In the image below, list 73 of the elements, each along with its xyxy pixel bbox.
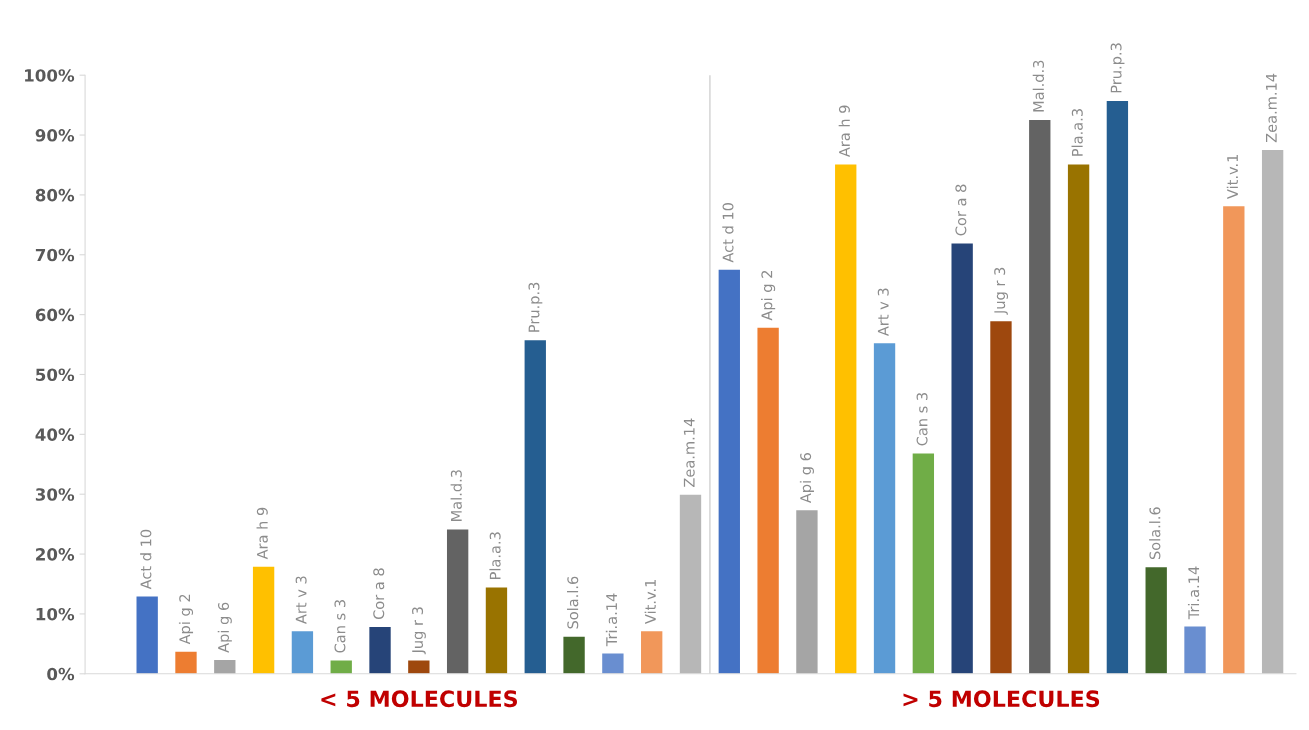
- x-tick-label: Sola.l.6: [567, 576, 579, 629]
- text: < 5 MOLECULES: [321, 690, 518, 708]
- x-tick-label: Jug r 3: [412, 607, 426, 655]
- bar: [1067, 164, 1090, 674]
- bar: [485, 587, 508, 674]
- x-tick-label: Zea.m.14: [683, 418, 695, 487]
- x-tick-label: Sola.l.6: [1149, 507, 1161, 560]
- x-tick-label: Mal.d.3: [1032, 60, 1045, 112]
- x-tick-label: Ara h 9: [256, 507, 268, 560]
- bar: [835, 164, 857, 674]
- y-tick-label: 80%: [35, 188, 75, 202]
- bar: [214, 660, 236, 674]
- bar: [951, 243, 973, 674]
- bar: [602, 653, 624, 674]
- bar: [175, 651, 197, 674]
- bar: [912, 453, 935, 674]
- x-tick-label: Api g 2: [761, 270, 776, 321]
- y-tick-label: 90%: [35, 129, 75, 142]
- bar: [1106, 100, 1129, 674]
- x-tick-label: Tri.a.14: [605, 593, 618, 647]
- y-tick-label: 100%: [25, 69, 75, 82]
- x-tick-label: Jug r 3: [994, 267, 1009, 315]
- bar: [446, 529, 469, 674]
- x-tick-label: Ara h 9: [838, 105, 850, 158]
- x-tick-label: Act d 10: [722, 202, 734, 263]
- x-tick-label: Pla.a.3: [1071, 109, 1083, 156]
- bar: [796, 510, 818, 674]
- bar: [330, 660, 352, 674]
- bar: [1029, 120, 1051, 674]
- x-tick-label: Art v 3: [877, 288, 889, 337]
- bar: [873, 343, 896, 674]
- bar: [1145, 567, 1167, 674]
- bar: [252, 566, 275, 674]
- bar: [718, 269, 740, 674]
- bar: [524, 340, 546, 674]
- x-tick-label: Pru.p.3: [528, 282, 543, 332]
- y-tick-label: 50%: [36, 368, 75, 382]
- bar: [408, 660, 430, 674]
- x-tick-label: Vit.v.1: [644, 579, 656, 624]
- x-tick-label: Act d 10: [140, 529, 152, 590]
- bar: [641, 631, 663, 674]
- y-tick-label: 0%: [47, 667, 75, 681]
- x-tick-label: Can s 3: [334, 600, 346, 653]
- x-tick-label: Zea.m.14: [1266, 73, 1277, 143]
- x-tick-label: Mal.d.3: [450, 470, 462, 521]
- bar: [369, 627, 391, 674]
- bar: [1184, 626, 1206, 674]
- text: > 5 MOLECULES: [903, 690, 1100, 708]
- x-tick-label: Pla.a.3: [489, 532, 501, 579]
- x-tick-label: Can s 3: [916, 392, 928, 446]
- x-tick-label: Cor a 8: [955, 184, 967, 236]
- x-tick-label: Vit.v.1: [1226, 154, 1238, 199]
- bar: [1261, 150, 1284, 674]
- x-tick-label: Api g 6: [799, 453, 814, 504]
- y-tick-label: 70%: [35, 248, 75, 262]
- bar: [1223, 206, 1245, 674]
- y-tick-label: 60%: [35, 308, 75, 322]
- bar: [136, 596, 158, 674]
- x-tick-label: Api g 6: [217, 602, 232, 653]
- x-tick-label: Tri.a.14: [1187, 566, 1200, 620]
- y-tick-label: 30%: [35, 488, 75, 501]
- bar: [990, 321, 1012, 674]
- x-tick-label: Cor a 8: [373, 568, 385, 620]
- bar: [291, 631, 314, 674]
- bar: [757, 327, 779, 674]
- y-tick-label: 40%: [35, 428, 75, 441]
- bar: [563, 636, 585, 674]
- bar: [679, 494, 702, 674]
- y-tick-label: 10%: [36, 607, 75, 621]
- y-tick-label: 20%: [36, 548, 75, 561]
- x-tick-label: Art v 3: [295, 576, 307, 624]
- x-tick-label: Api g 2: [178, 594, 194, 645]
- x-tick-label: Pru.p.3: [1110, 43, 1125, 93]
